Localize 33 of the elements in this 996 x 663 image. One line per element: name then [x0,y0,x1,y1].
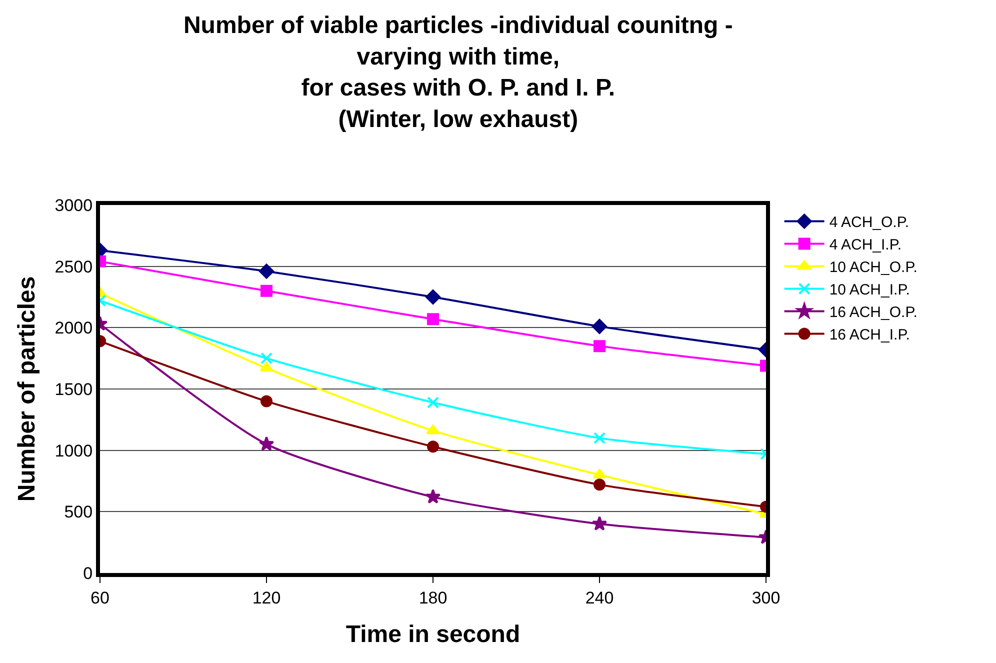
point [260,352,272,364]
point [427,440,439,453]
y-tick-label: 1000 [54,441,93,460]
point [260,284,272,297]
legend-label: 10 ACH_O.P. [829,259,918,276]
y-axis-title: Number of particles [13,276,40,502]
y-tick-label: 3000 [54,196,93,215]
legend-label: 10 ACH_I.P. [829,282,910,299]
point [258,436,274,451]
y-tick-label: 1500 [54,380,93,399]
x-tick-label: 120 [252,588,281,608]
y-tick-label: 2500 [54,257,93,276]
point [427,396,439,408]
x-tick-label: 240 [585,588,614,608]
point [426,424,440,434]
legend-label: 16 ACH_I.P. [829,326,910,344]
y-tick-label: 0 [83,564,93,583]
y-tick-label: 2000 [54,318,93,338]
point [259,264,274,279]
point [426,290,440,304]
point [425,488,441,504]
point [427,313,439,326]
legend-label: 4 ACH_I.P. [829,236,902,254]
legend-label: 4 ACH_O.P. [829,214,910,232]
point [260,395,272,408]
point [260,362,274,372]
chart-title: Number of viable particles -individual counitng - varying with time, for cases with O. P. and I. P. (Winter, low exhaust) [183,12,733,133]
legend-label: 16 ACH_O.P. [829,304,918,322]
x-tick-label: 180 [418,588,448,608]
x-axis-title: Time in second [346,621,520,648]
x-tick-label: 300 [752,588,780,608]
x-tick-label: 60 [90,588,110,608]
y-tick-label: 500 [64,502,93,522]
